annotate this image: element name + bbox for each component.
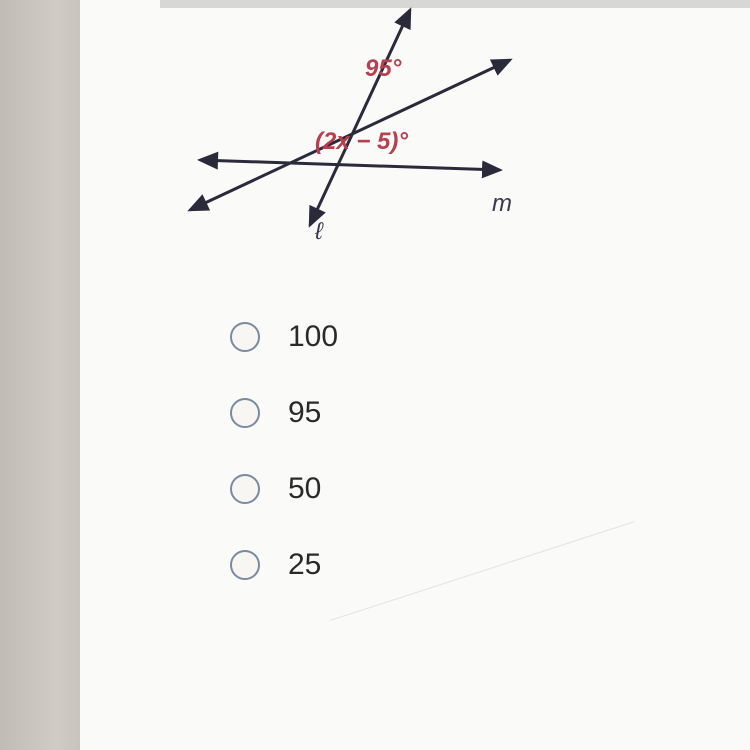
option-label: 25 [288,548,321,582]
page-left-margin [0,0,80,750]
option-label: 95 [288,396,321,430]
option-row[interactable]: 100 [230,320,338,354]
line-transversal [200,160,500,170]
page-content: 95° (2x − 5)° m ℓ 100 95 50 25 [80,0,750,750]
line-l [310,10,410,225]
option-label: 50 [288,472,321,506]
angle-2x-5-label: (2x − 5)° [315,128,408,156]
option-row[interactable]: 95 [230,396,338,430]
geometry-diagram: 95° (2x − 5)° m ℓ [140,0,540,270]
radio-icon[interactable] [230,474,260,504]
option-label: 100 [288,320,338,354]
radio-icon[interactable] [230,322,260,352]
paper-crease [330,521,635,621]
angle-95-label: 95° [365,55,401,83]
answer-options: 100 95 50 25 [230,320,338,624]
radio-icon[interactable] [230,398,260,428]
line-l-label: ℓ [315,218,323,246]
radio-icon[interactable] [230,550,260,580]
line-m-label: m [492,190,512,218]
option-row[interactable]: 50 [230,472,338,506]
option-row[interactable]: 25 [230,548,338,582]
